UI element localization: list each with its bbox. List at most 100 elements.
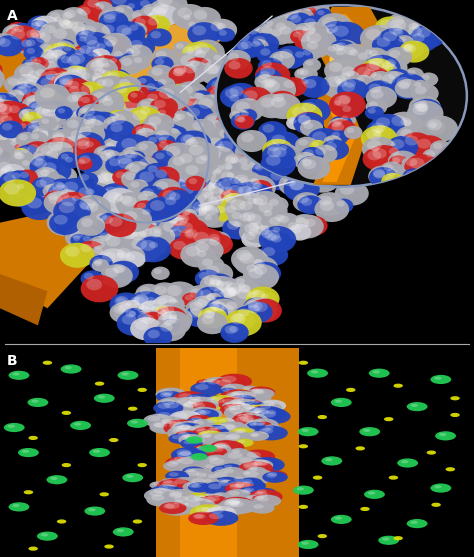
Circle shape: [17, 169, 38, 185]
Circle shape: [300, 69, 309, 75]
Circle shape: [332, 40, 358, 59]
Circle shape: [243, 471, 250, 475]
Circle shape: [11, 148, 30, 162]
Circle shape: [255, 390, 264, 394]
Circle shape: [178, 214, 189, 223]
Circle shape: [225, 499, 240, 506]
Circle shape: [331, 99, 348, 111]
Circle shape: [213, 188, 248, 213]
Circle shape: [27, 197, 42, 208]
Circle shape: [41, 169, 53, 177]
Circle shape: [235, 481, 250, 488]
Circle shape: [102, 141, 122, 155]
Circle shape: [137, 105, 161, 122]
Circle shape: [67, 183, 74, 188]
Circle shape: [203, 417, 228, 428]
Circle shape: [159, 141, 174, 152]
Circle shape: [121, 133, 131, 140]
Circle shape: [79, 98, 96, 111]
Circle shape: [67, 120, 79, 128]
Circle shape: [139, 194, 168, 215]
Circle shape: [39, 155, 47, 160]
Circle shape: [349, 49, 358, 56]
Circle shape: [205, 300, 230, 318]
Circle shape: [115, 296, 129, 306]
Circle shape: [157, 412, 171, 418]
Circle shape: [172, 157, 185, 165]
Circle shape: [84, 506, 105, 516]
Circle shape: [277, 0, 309, 22]
Circle shape: [48, 114, 61, 123]
Circle shape: [327, 28, 335, 34]
Circle shape: [166, 215, 187, 230]
Circle shape: [182, 436, 194, 441]
Circle shape: [411, 84, 439, 104]
Circle shape: [169, 422, 184, 429]
Circle shape: [252, 163, 272, 177]
Circle shape: [160, 311, 167, 316]
Circle shape: [121, 90, 138, 102]
Circle shape: [195, 182, 207, 190]
Circle shape: [0, 142, 19, 169]
Circle shape: [222, 163, 232, 170]
Circle shape: [6, 136, 35, 157]
Circle shape: [209, 458, 225, 465]
Circle shape: [450, 413, 460, 417]
Circle shape: [128, 203, 147, 217]
Circle shape: [371, 129, 388, 142]
Circle shape: [124, 152, 160, 178]
Circle shape: [102, 149, 126, 167]
Circle shape: [143, 187, 157, 197]
Circle shape: [13, 79, 38, 97]
Circle shape: [136, 214, 146, 222]
Circle shape: [143, 193, 156, 202]
Circle shape: [100, 61, 118, 73]
Circle shape: [153, 3, 169, 14]
Circle shape: [76, 105, 97, 120]
Circle shape: [137, 175, 152, 187]
Circle shape: [244, 90, 258, 100]
Circle shape: [139, 207, 160, 222]
Circle shape: [10, 24, 19, 31]
Circle shape: [23, 144, 44, 158]
Circle shape: [145, 158, 156, 167]
Circle shape: [262, 126, 273, 134]
Circle shape: [300, 216, 328, 236]
Circle shape: [75, 135, 90, 146]
Circle shape: [189, 7, 221, 30]
Circle shape: [192, 203, 219, 223]
Circle shape: [208, 428, 218, 432]
Circle shape: [118, 208, 152, 232]
Circle shape: [46, 186, 55, 192]
Circle shape: [166, 226, 193, 246]
Circle shape: [227, 173, 234, 178]
Circle shape: [208, 162, 236, 182]
Circle shape: [255, 165, 263, 170]
Circle shape: [107, 111, 140, 135]
Circle shape: [213, 55, 221, 60]
Circle shape: [61, 196, 76, 206]
Circle shape: [407, 100, 444, 127]
Circle shape: [229, 132, 248, 145]
Circle shape: [90, 48, 111, 64]
Circle shape: [28, 546, 38, 551]
Circle shape: [174, 180, 210, 206]
Circle shape: [74, 86, 104, 108]
Circle shape: [39, 50, 72, 74]
Circle shape: [314, 128, 351, 155]
Circle shape: [195, 141, 208, 151]
Circle shape: [61, 364, 82, 374]
Circle shape: [106, 120, 136, 141]
Circle shape: [89, 110, 97, 115]
Circle shape: [225, 109, 255, 130]
Circle shape: [156, 51, 167, 58]
Circle shape: [221, 154, 247, 173]
Circle shape: [176, 114, 185, 120]
Circle shape: [298, 540, 319, 549]
Circle shape: [183, 402, 198, 408]
Circle shape: [132, 194, 139, 199]
Circle shape: [66, 69, 79, 77]
Circle shape: [232, 111, 240, 116]
Circle shape: [136, 126, 146, 133]
Circle shape: [73, 7, 91, 19]
